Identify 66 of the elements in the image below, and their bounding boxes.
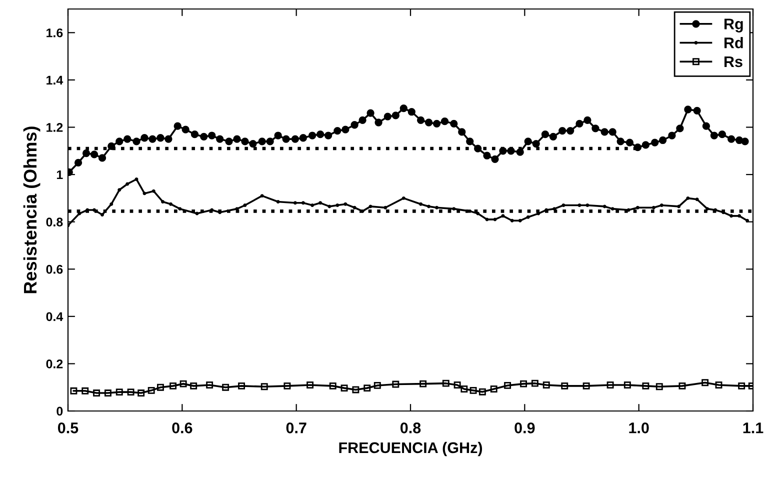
point xyxy=(392,380,400,388)
x-tick-label: 0.5 xyxy=(58,422,78,434)
point xyxy=(82,387,89,394)
point xyxy=(340,384,348,392)
point xyxy=(260,383,268,390)
point xyxy=(93,390,100,396)
point xyxy=(490,386,498,392)
point xyxy=(138,390,145,396)
y-tick-label: 1.4 xyxy=(46,76,64,84)
point xyxy=(478,388,486,396)
point xyxy=(157,384,164,391)
point xyxy=(284,382,291,390)
y-tick-label: 1.6 xyxy=(46,28,63,38)
point xyxy=(542,382,550,388)
y-tick-label: 0 xyxy=(56,406,63,416)
point xyxy=(504,382,512,389)
point xyxy=(148,386,155,394)
point xyxy=(116,388,123,396)
point xyxy=(582,382,590,390)
point xyxy=(352,386,360,394)
point xyxy=(520,380,527,388)
point xyxy=(715,382,722,388)
legend-label: Rs xyxy=(724,56,742,68)
point xyxy=(70,387,78,394)
x-tick-label: 0.6 xyxy=(172,422,192,434)
y-tick-label: 0.2 xyxy=(46,360,63,368)
point xyxy=(206,382,214,388)
point xyxy=(190,382,198,390)
point xyxy=(460,386,468,392)
y-tick-label: 0.4 xyxy=(46,312,64,322)
x-axis-title: FRECUENCIA (GHz) xyxy=(339,442,482,456)
y-tick-label: 1 xyxy=(56,170,63,180)
point xyxy=(531,380,538,387)
point xyxy=(222,384,230,391)
legend-label: Rd xyxy=(724,37,743,48)
x-tick-label: 0.8 xyxy=(400,422,421,434)
point xyxy=(420,380,427,388)
point xyxy=(656,383,663,390)
point xyxy=(238,382,246,390)
point xyxy=(624,382,631,388)
point xyxy=(642,382,650,390)
point xyxy=(442,380,450,387)
x-tick-label: 1.1 xyxy=(743,422,764,434)
point xyxy=(678,382,686,390)
point xyxy=(364,384,371,392)
y-tick-label: 0.8 xyxy=(46,218,63,226)
point xyxy=(374,382,381,389)
point xyxy=(170,382,177,390)
x-tick-label: 0.9 xyxy=(514,422,535,434)
point xyxy=(561,382,568,390)
point xyxy=(306,382,314,388)
point xyxy=(329,382,336,390)
y-tick-label: 1.2 xyxy=(46,123,63,132)
point xyxy=(702,379,709,386)
point xyxy=(454,382,461,388)
point xyxy=(606,382,614,388)
point xyxy=(127,388,134,396)
point xyxy=(738,382,746,390)
y-axis-title: Resistencia (Ohms) xyxy=(23,126,40,294)
x-tick-label: 0.7 xyxy=(286,422,306,434)
x-tick-label: 1.0 xyxy=(629,422,649,434)
y-tick-label: 0.6 xyxy=(46,264,63,274)
point xyxy=(470,386,477,394)
point xyxy=(104,390,112,396)
point xyxy=(180,380,187,388)
legend-label: Rg xyxy=(724,18,743,32)
